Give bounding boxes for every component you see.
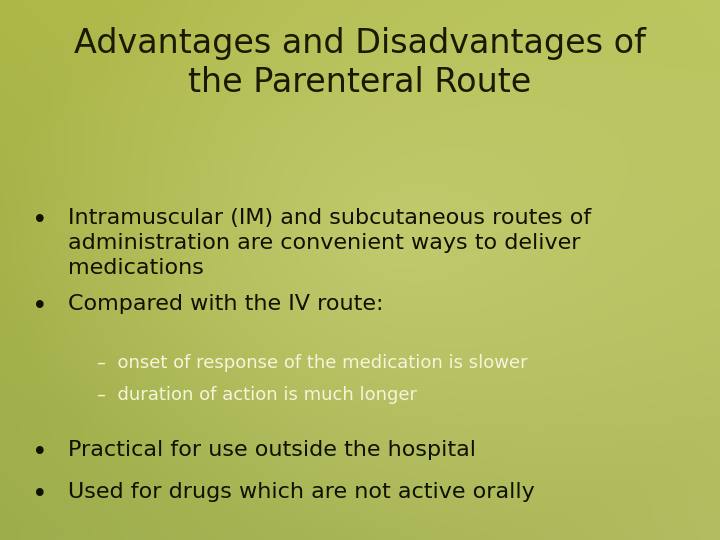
Text: •: • — [32, 208, 48, 234]
Text: –  onset of response of the medication is slower: – onset of response of the medication is… — [97, 354, 528, 372]
Text: •: • — [32, 294, 48, 320]
Text: Advantages and Disadvantages of
the Parenteral Route: Advantages and Disadvantages of the Pare… — [74, 27, 646, 99]
Text: Practical for use outside the hospital: Practical for use outside the hospital — [68, 440, 477, 460]
Text: Compared with the IV route:: Compared with the IV route: — [68, 294, 384, 314]
Text: –  duration of action is much longer: – duration of action is much longer — [97, 386, 417, 404]
Text: •: • — [32, 482, 48, 508]
Text: Used for drugs which are not active orally: Used for drugs which are not active oral… — [68, 482, 535, 502]
Text: Intramuscular (IM) and subcutaneous routes of
administration are convenient ways: Intramuscular (IM) and subcutaneous rout… — [68, 208, 592, 278]
Text: •: • — [32, 440, 48, 466]
